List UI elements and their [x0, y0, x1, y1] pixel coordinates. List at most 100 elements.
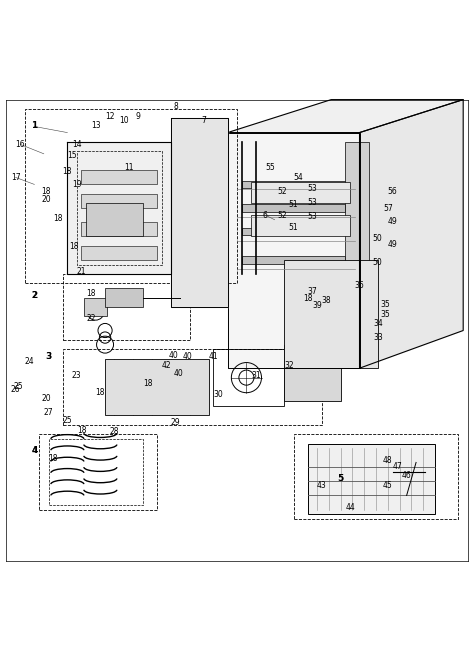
Polygon shape [308, 444, 435, 514]
Text: 18: 18 [63, 167, 72, 176]
Polygon shape [84, 297, 108, 317]
Text: 18: 18 [41, 187, 51, 196]
Text: 5: 5 [338, 475, 343, 483]
Text: 54: 54 [293, 173, 303, 182]
Text: 50: 50 [373, 258, 383, 266]
Text: 13: 13 [91, 121, 100, 130]
Text: 53: 53 [308, 184, 317, 193]
Text: 8: 8 [173, 102, 178, 111]
Text: 43: 43 [317, 481, 327, 490]
Text: 18: 18 [53, 214, 63, 223]
Text: 25: 25 [63, 416, 72, 426]
Text: 40: 40 [182, 352, 192, 361]
Text: 25: 25 [13, 381, 23, 391]
Text: 19: 19 [72, 180, 82, 189]
Text: 28: 28 [110, 427, 119, 436]
Text: 57: 57 [383, 204, 392, 214]
Text: 35: 35 [381, 309, 390, 319]
Text: 10: 10 [119, 116, 129, 126]
Text: 18: 18 [96, 388, 105, 397]
Text: 29: 29 [171, 418, 181, 427]
Text: 2: 2 [31, 291, 37, 299]
Text: 56: 56 [388, 187, 397, 196]
Text: 52: 52 [277, 211, 287, 219]
Text: 18: 18 [77, 426, 86, 435]
Text: 21: 21 [77, 267, 86, 276]
Text: 1: 1 [32, 121, 37, 130]
Text: 27: 27 [44, 408, 53, 418]
Text: 17: 17 [11, 173, 20, 182]
Text: 12: 12 [105, 112, 115, 120]
Text: 42: 42 [162, 362, 171, 370]
Text: 55: 55 [265, 163, 275, 173]
Text: 18: 18 [70, 242, 79, 251]
Polygon shape [82, 222, 157, 236]
Text: 34: 34 [374, 319, 383, 328]
Text: 26: 26 [11, 385, 20, 394]
Text: 32: 32 [284, 362, 294, 370]
Polygon shape [242, 180, 346, 188]
Polygon shape [242, 204, 346, 212]
Text: 18: 18 [48, 454, 58, 463]
Text: 22: 22 [86, 314, 96, 323]
Polygon shape [67, 142, 171, 274]
Text: 4: 4 [31, 446, 37, 455]
Text: 18: 18 [303, 294, 312, 303]
Text: 18: 18 [143, 379, 152, 388]
Polygon shape [86, 204, 143, 236]
Bar [25, 109, 237, 284]
Text: 46: 46 [402, 471, 411, 480]
Text: 48: 48 [383, 455, 392, 465]
Bar [39, 434, 157, 510]
Polygon shape [171, 118, 228, 307]
Polygon shape [359, 100, 463, 368]
Bar [293, 434, 458, 519]
Text: 53: 53 [308, 212, 317, 221]
Polygon shape [346, 142, 369, 274]
Text: 2: 2 [32, 291, 37, 299]
Polygon shape [181, 288, 199, 307]
Polygon shape [242, 228, 346, 235]
Text: 24: 24 [25, 357, 35, 366]
Polygon shape [284, 344, 341, 401]
Text: 47: 47 [392, 462, 402, 471]
Polygon shape [82, 194, 157, 208]
Text: 11: 11 [124, 163, 133, 173]
Text: 18: 18 [86, 290, 96, 298]
Polygon shape [82, 171, 157, 184]
Text: 49: 49 [388, 240, 397, 249]
Text: 51: 51 [289, 200, 298, 209]
Text: 41: 41 [209, 352, 218, 361]
Polygon shape [284, 260, 378, 368]
Text: 7: 7 [201, 116, 207, 126]
Text: 4: 4 [32, 446, 37, 455]
Text: 14: 14 [72, 140, 82, 149]
Text: 23: 23 [72, 371, 82, 380]
Text: 9: 9 [136, 112, 140, 120]
Polygon shape [228, 133, 359, 368]
Polygon shape [105, 359, 209, 415]
Text: 51: 51 [289, 223, 298, 232]
Text: 5: 5 [337, 475, 344, 483]
Text: 3: 3 [46, 352, 51, 361]
Polygon shape [364, 284, 374, 330]
Bar [63, 274, 190, 340]
Text: 3: 3 [46, 352, 52, 361]
Text: 35: 35 [381, 300, 390, 309]
Text: 52: 52 [277, 187, 287, 196]
Text: 30: 30 [213, 389, 223, 399]
Text: 31: 31 [251, 371, 261, 380]
Text: 40: 40 [169, 350, 178, 360]
Polygon shape [289, 284, 298, 330]
Text: 38: 38 [322, 296, 331, 305]
Text: 50: 50 [373, 234, 383, 243]
Text: 20: 20 [41, 395, 51, 403]
Polygon shape [228, 100, 463, 133]
Text: 40: 40 [173, 369, 183, 378]
Polygon shape [242, 256, 346, 264]
Text: 16: 16 [16, 140, 25, 149]
Text: 15: 15 [67, 151, 77, 160]
Text: 33: 33 [374, 333, 383, 342]
Text: 37: 37 [308, 288, 317, 296]
Bar [63, 350, 322, 425]
